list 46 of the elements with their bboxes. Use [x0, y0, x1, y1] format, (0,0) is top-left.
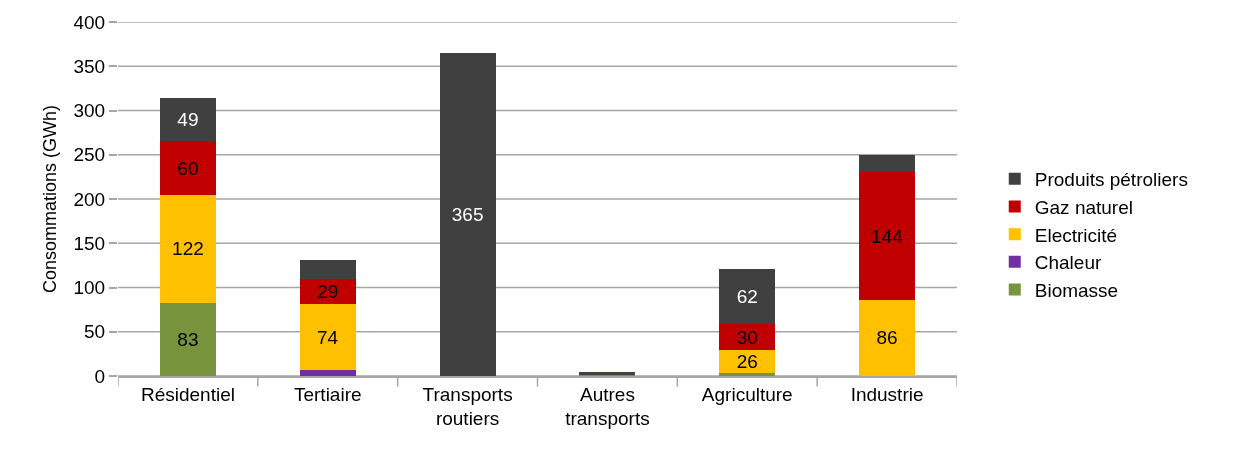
bar	[159, 194, 216, 303]
bar	[159, 98, 216, 142]
data-label: 144	[871, 225, 904, 247]
y-tick-label: 0	[94, 365, 106, 387]
data-label: 49	[177, 109, 199, 131]
bar	[859, 299, 916, 376]
data-label: 365	[451, 203, 484, 225]
bar	[299, 304, 356, 370]
x-tick-label: Industrie	[850, 383, 924, 405]
legend-label: Electricité	[1034, 224, 1118, 246]
bar	[719, 268, 776, 324]
data-label: 26	[736, 351, 758, 373]
bar	[859, 154, 916, 173]
data-label: 62	[736, 285, 758, 307]
legend-label: Chaleur	[1034, 252, 1102, 274]
bar	[719, 373, 776, 376]
bar	[439, 52, 496, 376]
legend-label: Biomasse	[1034, 279, 1119, 301]
y-axis-title: Consommations (GWh)	[39, 104, 60, 294]
data-label: 60	[177, 157, 199, 179]
y-tick-label: 100	[73, 277, 106, 299]
y-tick-label: 350	[73, 55, 106, 77]
legend-label: Produits pétroliers	[1034, 169, 1188, 191]
bar	[859, 172, 916, 300]
data-label: 30	[736, 326, 758, 348]
y-tick-label: 300	[73, 100, 106, 122]
bar	[159, 141, 216, 195]
bar	[159, 302, 216, 376]
data-label: 122	[172, 238, 204, 260]
x-tick-label: Tertiaire	[293, 383, 362, 405]
y-tick-label: 50	[84, 321, 106, 343]
bar	[299, 369, 356, 376]
y-tick-label: 250	[73, 144, 106, 166]
y-tick-label: 400	[73, 11, 106, 33]
x-tick-label: Agriculture	[701, 383, 793, 405]
data-label: 86	[876, 327, 898, 349]
x-tick-label: Transports routiers	[422, 383, 513, 430]
data-label: 74	[316, 326, 339, 348]
data-label: 83	[177, 328, 199, 350]
x-tick-label: Autres transports	[565, 383, 650, 430]
legend-label: Gaz naturel	[1034, 196, 1133, 218]
bar	[299, 260, 356, 279]
y-tick-label: 150	[73, 232, 106, 254]
x-tick-label: Résidentiel	[140, 383, 235, 405]
data-label: 29	[317, 280, 339, 302]
y-tick-label: 200	[73, 188, 106, 210]
